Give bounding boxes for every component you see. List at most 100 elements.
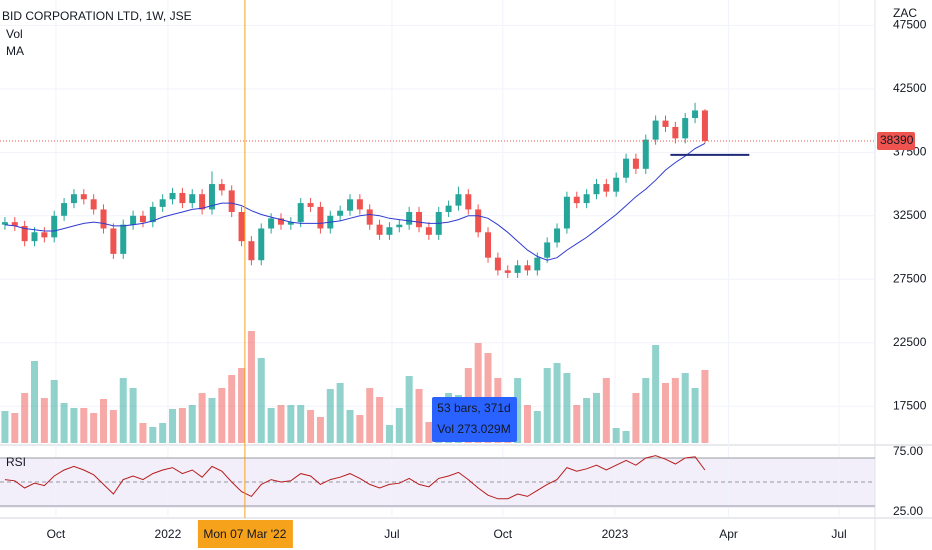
candle-body (534, 257, 541, 271)
candle-body (632, 158, 639, 169)
candle-body (603, 184, 610, 192)
candle-body (494, 257, 501, 271)
candle-body (583, 194, 590, 204)
volume-bar (376, 397, 384, 443)
volume-bar (415, 389, 423, 443)
volume-bar (405, 376, 413, 443)
candle-body (90, 199, 97, 210)
crosshair-label: Mon 07 Mar '22 (203, 527, 286, 541)
candle-body (258, 228, 265, 261)
candle-body (425, 227, 432, 235)
volume-bar (632, 393, 640, 443)
volume-bar (573, 405, 581, 443)
candle-body (21, 225, 28, 242)
candle-body (41, 232, 48, 238)
candle-body (347, 199, 353, 211)
volume-bar (336, 383, 344, 443)
candle-body (11, 222, 18, 226)
candle-body (149, 206, 156, 223)
volume-bar (218, 388, 226, 443)
rsi-band-area (0, 458, 875, 508)
candle-body (692, 110, 699, 119)
volume-bar (661, 383, 669, 443)
candle-body (416, 211, 423, 228)
volume-bar (307, 410, 315, 443)
y-tick-label: 22500 (893, 335, 927, 349)
volume-bar (277, 405, 285, 443)
candle-body (120, 224, 127, 254)
x-tick-label: Apr (719, 527, 738, 541)
volume-bar (474, 343, 482, 443)
volume-bar (385, 425, 393, 443)
x-tick-label: 2022 (155, 527, 182, 541)
volume-bar (129, 388, 137, 443)
candle-body (544, 242, 551, 258)
volume-bar (652, 345, 660, 443)
volume-bar (346, 410, 354, 443)
candle-body (100, 209, 107, 229)
candle-body (386, 227, 393, 235)
candle-body (307, 203, 314, 207)
candle-body (573, 196, 580, 204)
volume-bar (169, 409, 177, 443)
volume-bar (50, 380, 58, 443)
candle-body (504, 270, 511, 273)
x-tick-label: Jul (384, 527, 399, 541)
candle-body (701, 110, 708, 142)
volume-bar (592, 393, 600, 443)
volume-bar (247, 331, 255, 443)
candle-body (317, 206, 324, 229)
volume-bar (425, 422, 433, 443)
volume-bar (622, 431, 630, 443)
x-tick-label: Oct (47, 527, 66, 541)
volume-bar (514, 378, 522, 443)
candle-body (277, 218, 284, 225)
candle-body (475, 209, 482, 233)
volume-bar (208, 398, 216, 443)
volume-bar (31, 361, 39, 443)
volume-bar (109, 410, 117, 443)
candle-body (80, 194, 87, 200)
candle-body (268, 218, 275, 229)
candle-body (485, 232, 492, 258)
candle-body (455, 194, 462, 206)
rsi-label: RSI (6, 455, 26, 469)
volume-bar (1, 411, 9, 443)
volume-bar (602, 378, 610, 443)
last-price-box (877, 132, 915, 151)
volume-bar (267, 408, 275, 443)
candle-body (139, 215, 146, 223)
candle-body (208, 184, 215, 210)
volume-bar (671, 378, 679, 443)
candle-body (396, 224, 403, 228)
candle-body (613, 177, 620, 192)
volume-bar (583, 398, 591, 443)
volume-bar (642, 378, 650, 443)
volume-bar (80, 408, 88, 443)
rsi-line (4, 455, 706, 500)
volume-bar (326, 389, 334, 443)
volume-bar (523, 405, 531, 443)
candle-body (287, 222, 294, 225)
x-tick-label: 2023 (602, 527, 629, 541)
crosshair-label-box (197, 520, 293, 548)
indicator-label: Vol (6, 27, 23, 41)
candle-body (682, 118, 689, 139)
candle-body (672, 126, 679, 139)
candle-body (1, 222, 8, 225)
volume-bar (543, 368, 551, 443)
rsi-tick-label: 75.00 (893, 444, 923, 458)
candle-body (366, 209, 373, 225)
currency-label: ZAC (893, 6, 917, 20)
candle-body (110, 228, 117, 254)
last-price-label: 38390 (880, 133, 914, 147)
volume-bar (366, 388, 374, 443)
y-tick-label: 47500 (893, 18, 927, 32)
chart-title: BID CORPORATION LTD, 1W, JSE (2, 9, 192, 23)
volume-bar (159, 423, 167, 443)
volume-bar (60, 403, 68, 443)
measure-bars: 53 bars, 371d (437, 401, 510, 415)
x-tick-label: Oct (493, 527, 512, 541)
volume-bar (681, 373, 689, 443)
